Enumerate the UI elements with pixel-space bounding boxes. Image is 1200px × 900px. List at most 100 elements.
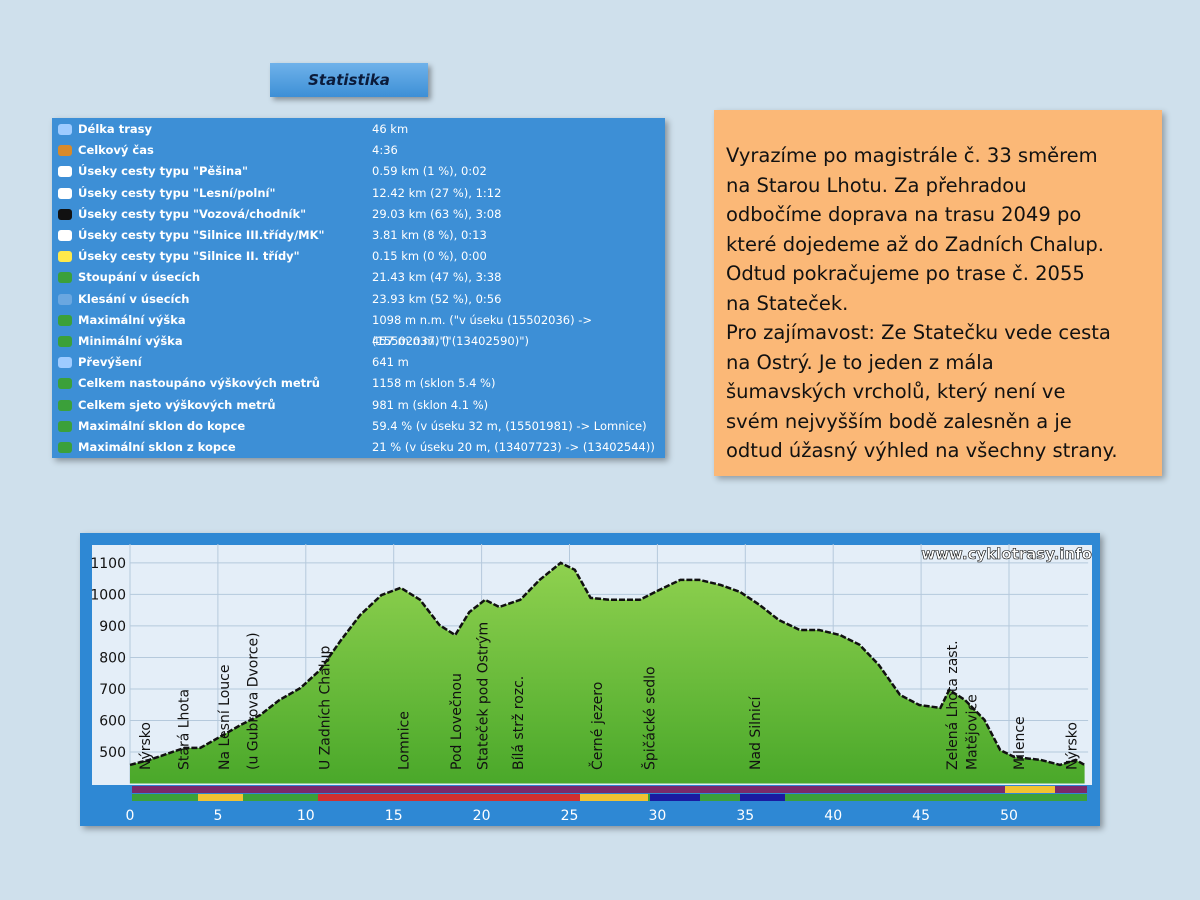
place-label: Na Lesní Louce [217,665,233,770]
row-value: 457 m n.m. ("(13402590)") [372,334,529,348]
note-line: Pro zajímavost: Ze Statečku vede cesta [726,321,1111,344]
row-label: Délka trasy [78,122,152,136]
stats-row: Úseky cesty typu "Lesní/polní" 12.42 km (… [52,183,665,204]
row-value: 0.59 km (1 %), 0:02 [372,164,487,179]
x-tick-label: 20 [473,808,491,824]
row-label: Maximální sklon do kopce [78,418,246,433]
y-tick-label: 500 [99,745,126,761]
note-line: Odtud pokračujeme po trase č. 2055 [726,262,1085,285]
row-label: Maximální výška [78,312,186,327]
note-line: Vyrazíme po magistrále č. 33 směrem [726,144,1098,167]
row-label: Celkový čas [78,143,154,158]
y-tick-label: 800 [99,650,126,666]
row-icon [58,420,72,432]
row-value: 21.43 km (47 %), 3:38 [372,270,502,285]
row-label: Úseky cesty typu "Silnice III.třídy/MK" [78,228,325,242]
y-tick-label: 1000 [90,587,126,603]
place-label: Lomnice [397,711,413,770]
credit: www.cyklotrasy.info [921,545,1092,563]
row-label: Stoupání v úsecích [78,270,201,285]
stats-row: Celkem sjeto výškových metrů 981 m (sklon… [52,395,665,416]
place-label: Nad Silnicí [748,695,764,770]
x-tick-label: 5 [213,808,222,824]
y-tick-label: 900 [99,619,126,635]
x-tick-label: 10 [297,808,315,824]
stats-row: Délka trasy 46 km [52,119,665,140]
row-icon [58,293,72,305]
note-line: které dojedeme až do Zadních Chalup. [726,232,1104,256]
place-label: Milence [1012,716,1028,770]
place-label: Matějovice [964,694,980,770]
x-tick-label: 15 [385,808,403,824]
note-line: svém nejvyšším bodě zalesněn a je [726,409,1072,433]
row-label: Celkem nastoupáno výškových metrů [78,376,320,391]
row-icon [58,442,72,453]
x-tick-label: 35 [736,808,754,824]
row-icon [58,166,72,178]
x-tick-label: 0 [126,808,135,824]
place-label: Nýrsko [138,722,154,770]
row-value: 23.93 km (52 %), 0:56 [372,291,502,306]
row-icon [58,145,72,157]
note-line: odbočíme doprava na trasu 2049 po [726,203,1082,226]
row-icon [58,208,72,220]
place-label: Špičácké sedlo [641,666,659,770]
surface-strip [132,786,1087,801]
stats-row: Maximální sklon do kopce 59.4 % (v úseku … [52,416,665,437]
note-line: odtud úžasný výhled na všechny strany. [726,439,1118,462]
stats-row: Úseky cesty typu "Silnice III.třídy/MK" 3… [52,225,665,246]
stats-row: Maximální výška 1098 m n.m. ("v úseku (15… [52,310,665,348]
row-label: Klesání v úsecích [78,291,190,306]
stats-row: Maximální sklon z kopce 21 % (v úseku 20 … [52,437,665,458]
row-value: 21 % (v úseku 20 m, (13407723) -> (13402… [372,440,655,454]
row-label: Minimální výška [78,334,183,348]
place-label: Pod Lovečnou [449,673,465,770]
row-icon [58,187,72,199]
row-icon [58,336,72,347]
note-line: šumavských vrcholů, který není ve [726,380,1066,403]
row-label: Úseky cesty typu "Pěšina" [78,164,248,179]
row-value: 1158 m (sklon 5.4 %) [372,376,496,391]
row-icon [58,272,72,284]
stats-row: Celkem nastoupáno výškových metrů 1158 m … [52,373,665,394]
place-label: Nýrsko [1065,722,1081,770]
row-label: Převýšení [78,355,142,370]
row-icon [58,230,72,241]
stats-row: Klesání v úsecích 23.93 km (52 %), 0:56 [52,289,665,310]
y-tick-label: 1100 [90,556,126,572]
note-box: Vyrazíme po magistrále č. 33 směrem na St… [714,110,1162,476]
place-label: Bílá strž rozc. [511,676,527,770]
row-icon [58,357,72,369]
place-label: U Zadních Chalup [317,645,333,770]
stats-row: Minimální výška 457 m n.m. ("(13402590)") [52,331,665,352]
elevation-profile: 500 600 700 800 900 1000 1100 0 5 10 15 20 25 30 35 40 4… [80,533,1100,826]
row-value: 0.15 km (0 %), 0:00 [372,249,487,264]
stats-row: Celkový čas 4:36 [52,140,665,161]
stats-row: Převýšení 641 m [52,352,665,373]
row-label: Úseky cesty typu "Vozová/chodník" [78,206,307,221]
x-tick-label: 50 [1000,808,1018,824]
row-label: Úseky cesty typu "Silnice II. třídy" [78,249,300,264]
stats-row: Úseky cesty typu "Vozová/chodník" 29.03 k… [52,204,665,225]
note-line: na Stateček. [726,291,849,315]
elevation-area [130,562,1085,784]
y-tick-label: 600 [99,713,126,729]
row-value: 46 km [372,122,409,136]
row-label: Maximální sklon z kopce [78,440,236,454]
row-value: 981 m (sklon 4.1 %) [372,397,489,412]
place-label: Černé jezero [588,682,606,770]
row-value: 4:36 [372,143,398,158]
x-tick-label: 30 [648,808,666,824]
row-label: Úseky cesty typu "Lesní/polní" [78,185,276,200]
row-value: 29.03 km (63 %), 3:08 [372,206,502,221]
row-icon [58,314,72,326]
stats-title: Statistika [270,63,428,97]
row-icon [58,124,72,135]
row-value: 3.81 km (8 %), 0:13 [372,228,487,242]
stats-row: Úseky cesty typu "Pěšina" 0.59 km (1 %), … [52,161,665,182]
place-label: (u Gubrova Dvorce) [245,632,261,770]
x-tick-label: 40 [824,808,842,824]
note-line: na Starou Lhotu. Za přehradou [726,173,1027,197]
row-label: Celkem sjeto výškových metrů [78,397,276,412]
